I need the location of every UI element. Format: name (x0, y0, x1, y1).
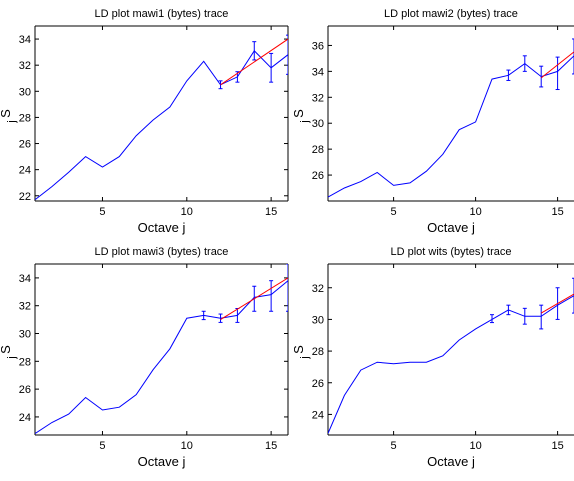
y-tick-label: 32 (19, 60, 31, 72)
x-tick-label: 5 (391, 206, 397, 218)
fit-line (540, 51, 574, 79)
y-tick-label: 34 (312, 66, 324, 78)
x-axis-label: Octave j (138, 454, 186, 469)
y-axis-label: S (291, 109, 306, 118)
y-tick-label: 28 (312, 346, 324, 358)
y-axis-label-subscript: j (299, 120, 311, 123)
chart-panel-2: LD plot mawi2 (bytes) trace 5 10 15 26 28 30 32… (291, 8, 574, 235)
x-tick-label: 10 (181, 206, 193, 218)
x-axis-label: Octave j (138, 220, 186, 235)
chart-panel-3: LD plot mawi3 (bytes) trace 5 10 15 24 26 28 30… (0, 246, 289, 469)
plot-area (328, 277, 574, 434)
plot-area (328, 38, 574, 198)
y-tick-label: 24 (19, 412, 31, 424)
y-tick-label: 26 (19, 139, 31, 151)
chart-panel-1: LD plot mawi1 (bytes) trace 5 10 15 22 24 26 28… (0, 8, 289, 235)
chart-title: LD plot mawi2 (bytes) trace (384, 8, 518, 20)
x-tick-label: 15 (551, 440, 563, 452)
x-tick-label: 10 (469, 206, 481, 218)
data-line (35, 280, 288, 435)
data-line (328, 55, 574, 198)
x-tick-label: 15 (265, 440, 277, 452)
y-tick-label: 32 (312, 283, 324, 295)
y-tick-label: 24 (19, 165, 31, 177)
y-tick-label: 28 (19, 356, 31, 368)
y-axis-label: S (0, 109, 13, 118)
chart-title: LD plot mawi1 (bytes) trace (95, 8, 229, 20)
fit-line (540, 293, 574, 314)
y-tick-label: 36 (312, 40, 324, 52)
y-tick-label: 28 (312, 144, 324, 156)
x-tick-label: 10 (469, 440, 481, 452)
y-tick-label: 30 (312, 118, 324, 130)
y-tick-label: 30 (19, 86, 31, 98)
y-axis-label-subscript: j (6, 356, 18, 359)
y-axis-label: S (0, 345, 13, 354)
x-tick-label: 15 (265, 206, 277, 218)
data-line (328, 295, 574, 434)
x-axis-label: Octave j (427, 220, 475, 235)
y-tick-label: 26 (19, 384, 31, 396)
y-tick-label: 34 (19, 34, 31, 46)
y-tick-label: 30 (19, 329, 31, 341)
y-tick-label: 32 (19, 301, 31, 313)
plot-area (35, 34, 288, 201)
fit-line (220, 277, 288, 321)
x-axis-label: Octave j (427, 454, 475, 469)
y-tick-label: 28 (19, 112, 31, 124)
fit-line (220, 38, 288, 86)
y-axis-label: S (291, 345, 306, 354)
y-tick-label: 26 (312, 378, 324, 390)
y-axis-label-subscript: j (299, 356, 311, 359)
data-line (35, 50, 288, 201)
y-tick-label: 32 (312, 92, 324, 104)
chart-title: LD plot mawi3 (bytes) trace (95, 246, 229, 258)
y-tick-label: 22 (19, 191, 31, 203)
x-tick-label: 5 (99, 440, 105, 452)
y-tick-label: 24 (312, 409, 324, 421)
y-tick-label: 26 (312, 170, 324, 182)
x-tick-label: 15 (551, 206, 563, 218)
x-tick-label: 10 (181, 440, 193, 452)
x-tick-label: 5 (391, 440, 397, 452)
chart-title: LD plot wits (bytes) trace (390, 246, 511, 258)
y-tick-label: 30 (312, 314, 324, 326)
chart-panel-4: LD plot wits (bytes) trace 5 10 15 24 26 28 30 3… (291, 246, 574, 469)
y-axis-label-subscript: j (6, 120, 18, 123)
x-tick-label: 5 (99, 206, 105, 218)
plot-area (35, 264, 288, 435)
y-tick-label: 34 (19, 273, 31, 285)
